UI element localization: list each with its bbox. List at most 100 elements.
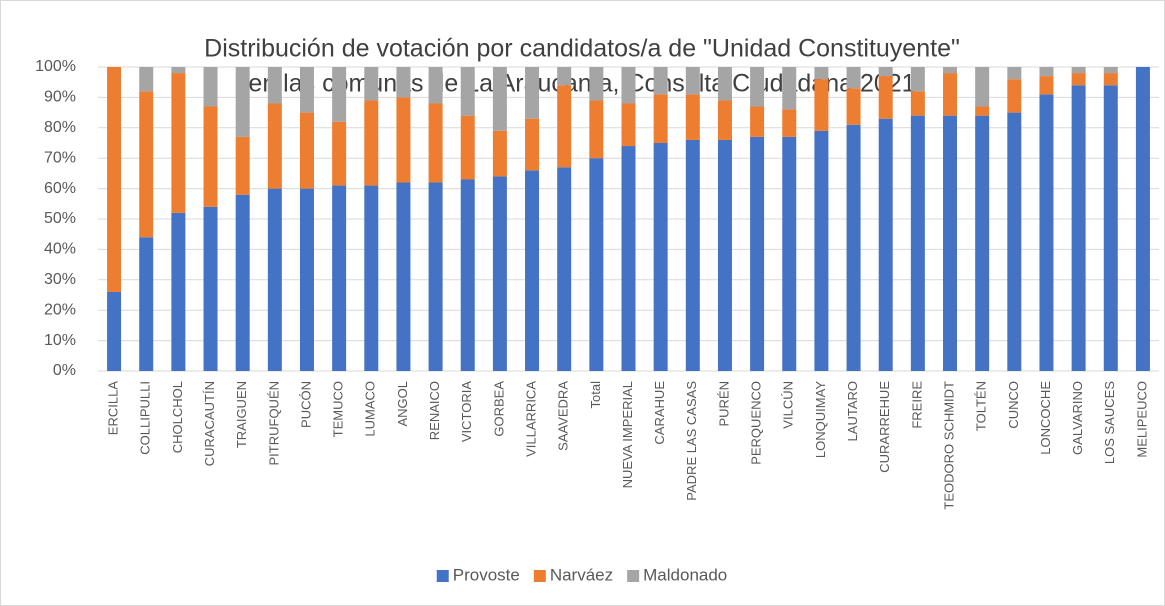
- y-tick-label: 20%: [44, 301, 76, 318]
- bar-segment: [525, 67, 540, 119]
- bar-segment: [396, 182, 411, 371]
- bar-segment: [203, 106, 218, 207]
- bar-segment: [107, 67, 122, 292]
- x-tick-label: PITRUFQUÉN: [266, 381, 281, 466]
- bar-segment: [621, 67, 636, 104]
- y-tick-label: 30%: [44, 271, 76, 288]
- x-tick-label: PUCÓN: [298, 381, 313, 428]
- bar-segment: [492, 67, 507, 131]
- y-tick-label: 70%: [44, 149, 76, 166]
- bar-segment: [1007, 67, 1022, 80]
- bar-segment: [364, 67, 379, 101]
- bar-segment: [1103, 73, 1118, 86]
- y-tick-label: 80%: [44, 119, 76, 136]
- bar-segment: [139, 67, 154, 92]
- x-tick-label: CUNCO: [1006, 381, 1021, 429]
- bar-segment: [717, 100, 732, 140]
- bar-segment: [428, 182, 443, 371]
- x-tick-label: LAUTARO: [845, 381, 860, 441]
- bar-segment: [557, 167, 572, 371]
- bar-segment: [460, 115, 475, 180]
- bar-segment: [1039, 76, 1054, 95]
- bar-segment: [814, 130, 829, 371]
- bar-segment: [846, 124, 861, 371]
- x-tick-label: PURÉN: [716, 381, 731, 427]
- bar-segment: [267, 188, 282, 371]
- bar-segment: [428, 103, 443, 183]
- bar-segment: [171, 67, 186, 74]
- bar-segment: [107, 291, 122, 371]
- bar-segment: [1071, 73, 1086, 86]
- x-tick-label: MELIPEUCO: [1134, 381, 1149, 458]
- x-tick-label: TRAIGUEN: [234, 381, 249, 448]
- bar-segment: [685, 67, 700, 95]
- bar-segment: [750, 67, 765, 107]
- bar-segment: [685, 139, 700, 371]
- bar-segment: [814, 67, 829, 80]
- bar-segment: [428, 67, 443, 104]
- bar-segment: [782, 136, 797, 371]
- bar-segment: [364, 100, 379, 186]
- bar-segment: [782, 67, 797, 110]
- legend-label: Provoste: [453, 565, 520, 584]
- bar-segment: [1039, 94, 1054, 372]
- bar-segment: [975, 67, 990, 107]
- y-tick-label: 90%: [44, 89, 76, 106]
- bar-segment: [267, 103, 282, 189]
- bar-segment: [750, 106, 765, 137]
- bar-segment: [1135, 67, 1150, 371]
- bar-segment: [1071, 67, 1086, 74]
- bar-segment: [396, 97, 411, 183]
- x-tick-label: PADRE LAS CASAS: [684, 381, 699, 501]
- bar-segment: [621, 146, 636, 371]
- bar-segment: [750, 136, 765, 371]
- x-tick-label: GALVARINO: [1070, 381, 1085, 455]
- bar-segment: [557, 67, 572, 86]
- x-tick-label: VICTORIA: [459, 381, 474, 442]
- bar-segment: [975, 106, 990, 116]
- x-tick-label: PERQUENCO: [749, 381, 764, 465]
- bar-segment: [653, 143, 668, 371]
- bar-segment: [878, 76, 893, 119]
- bar-segment: [525, 118, 540, 171]
- x-tick-label: TEMUCO: [331, 381, 346, 437]
- y-tick-label: 0%: [53, 362, 76, 379]
- x-tick-label: SAAVEDRA: [556, 381, 571, 451]
- x-tick-label: CARAHUE: [652, 381, 667, 445]
- x-tick-label: GORBEA: [491, 381, 506, 437]
- bar-segment: [910, 115, 925, 371]
- bar-segment: [846, 88, 861, 125]
- x-tick-label: ERCILLA: [106, 381, 121, 436]
- bar-segment: [364, 185, 379, 371]
- bar-segment: [332, 67, 347, 122]
- x-tick-label: CURACAUTÍN: [202, 381, 217, 466]
- bar-segment: [203, 67, 218, 107]
- bar-segment: [846, 67, 861, 89]
- bar-segment: [589, 100, 604, 159]
- bar-segment: [878, 67, 893, 77]
- legend-swatch: [436, 570, 449, 582]
- bar-segment: [139, 91, 154, 238]
- bar-segment: [1007, 112, 1022, 371]
- bar-segment: [878, 118, 893, 372]
- bar-segment: [299, 67, 314, 113]
- bar-segment: [203, 206, 218, 371]
- y-tick-label: 50%: [44, 210, 76, 227]
- legend-label: Narváez: [550, 565, 613, 584]
- bar-segment: [589, 67, 604, 101]
- x-tick-label: ANGOL: [395, 381, 410, 427]
- bar-segment: [1103, 85, 1118, 372]
- legend-swatch: [533, 570, 546, 582]
- bar-segment: [1103, 67, 1118, 74]
- bar-segment: [235, 136, 250, 195]
- bar-segment: [299, 112, 314, 189]
- x-tick-label: NUEVA IMPERIAL: [620, 381, 635, 488]
- bar-segment: [910, 91, 925, 116]
- bar-segment: [492, 130, 507, 177]
- x-tick-label: CURARREHUE: [877, 381, 892, 473]
- bar-segment: [910, 67, 925, 92]
- y-tick-label: 40%: [44, 241, 76, 258]
- x-tick-label: LUMACO: [363, 381, 378, 437]
